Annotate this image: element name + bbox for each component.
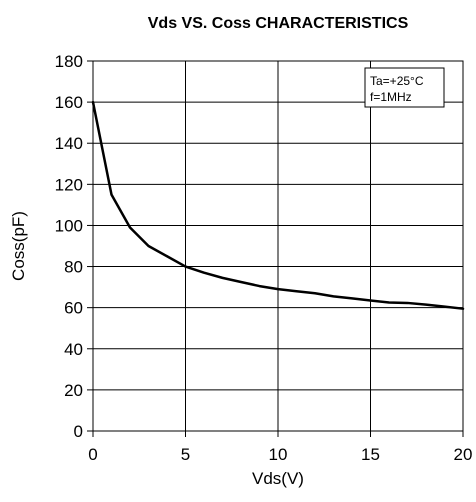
x-tick-label: 0	[88, 445, 97, 464]
x-tick-label: 15	[361, 445, 380, 464]
y-tick-label: 140	[55, 134, 83, 153]
plot-area-frame	[92, 60, 464, 432]
annotation-temperature: Ta=+25°C	[370, 74, 424, 88]
y-tick-label: 40	[64, 340, 83, 359]
y-tick-label: 120	[55, 175, 83, 194]
x-axis-label: Vds(V)	[252, 469, 304, 488]
y-axis-label: Coss(pF)	[9, 211, 28, 281]
x-tick-label: 5	[181, 445, 190, 464]
y-axis-ticks: 0 20 40 60 80 100 120 140 160 180	[55, 52, 93, 441]
y-tick-label: 20	[64, 381, 83, 400]
y-tick-label: 100	[55, 216, 83, 235]
y-tick-label: 60	[64, 299, 83, 318]
y-tick-label: 80	[64, 258, 83, 277]
y-tick-label: 0	[74, 422, 83, 441]
chart-title: Vds VS. Coss CHARACTERISTICS	[148, 15, 409, 32]
series-layer	[91, 100, 465, 310]
y-tick-label: 180	[55, 52, 83, 71]
x-tick-label: 10	[269, 445, 288, 464]
x-tick-label: 20	[454, 445, 473, 464]
series-line-0	[91, 100, 465, 310]
grid	[93, 61, 463, 431]
y-tick-label: 160	[55, 93, 83, 112]
x-axis-ticks: 0 5 10 15 20	[88, 431, 472, 464]
conditions-box: Ta=+25°C f=1MHz	[364, 67, 445, 108]
conditions-box-frame	[364, 67, 445, 108]
annotation-frequency: f=1MHz	[370, 90, 412, 104]
